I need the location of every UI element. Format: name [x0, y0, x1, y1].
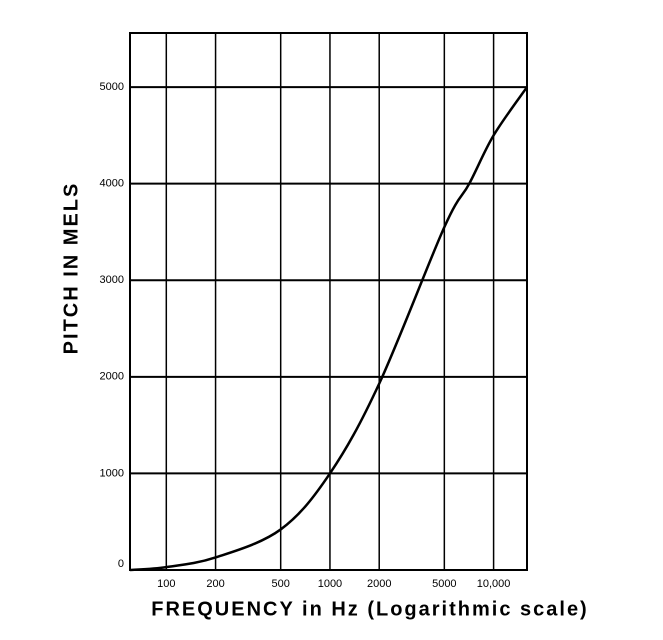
y-tick-label: 0: [118, 558, 124, 570]
y-tick-label: 1000: [100, 467, 124, 479]
y-tick-label: 3000: [100, 274, 124, 286]
x-tick-label: 100: [157, 578, 175, 590]
x-tick-label: 2000: [367, 578, 391, 590]
y-axis-label: PITCH IN MELS: [60, 182, 82, 355]
x-tick-label: 200: [206, 578, 224, 590]
x-tick-label: 5000: [432, 578, 456, 590]
y-tick-label: 5000: [100, 81, 124, 93]
x-tick-label: 500: [272, 578, 290, 590]
y-tick-label: 2000: [100, 371, 124, 383]
data-line: [129, 86, 529, 572]
y-tick-label: 4000: [100, 178, 124, 190]
plot-frame: [129, 32, 528, 571]
x-axis-label: FREQUENCY in Hz (Logarithmic scale): [151, 598, 588, 620]
x-tick-label: 10,000: [477, 578, 511, 590]
x-tick-label: 1000: [318, 578, 342, 590]
